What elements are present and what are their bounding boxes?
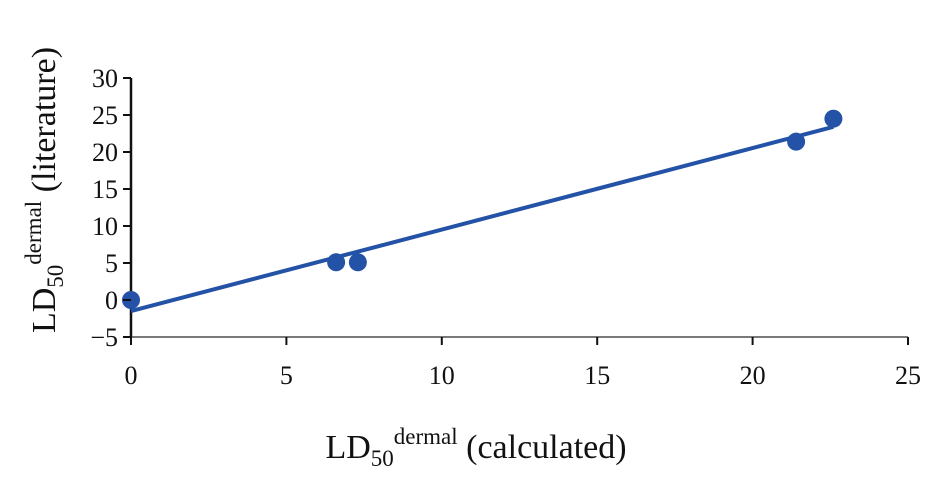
y-tick-label: 20 [92,138,118,167]
y-axis-ticks: −5 0 5 10 15 20 25 30 [90,64,131,352]
y-tick-label: 25 [92,101,118,130]
data-point [824,109,843,128]
trendline-path [130,124,834,314]
x-tick-label: 15 [584,361,610,390]
x-tick-label: 20 [740,361,766,390]
y-tick-label: −5 [90,323,118,352]
data-point [348,253,367,272]
y-tick-label: 0 [105,286,118,315]
y-tick-label: 10 [92,212,118,241]
x-axis-title: LD50dermal (calculated) [325,424,626,471]
y-tick-label: 5 [105,249,118,278]
x-axis-ticks: 0 5 10 15 20 25 [125,337,921,390]
data-points [122,109,843,309]
x-tick-label: 10 [429,361,455,390]
y-axis-title: LD50dermal (literature) [21,47,68,333]
y-tick-label: 30 [92,64,118,93]
data-point [787,132,806,151]
data-point [327,253,346,272]
y-tick-label: 15 [92,175,118,204]
trendline [130,124,834,314]
x-tick-label: 5 [280,361,293,390]
x-tick-label: 0 [125,361,138,390]
x-tick-label: 25 [895,361,921,390]
